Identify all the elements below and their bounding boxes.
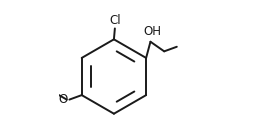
Text: Cl: Cl (109, 14, 121, 27)
Text: OH: OH (143, 25, 161, 38)
Text: O: O (59, 93, 68, 106)
